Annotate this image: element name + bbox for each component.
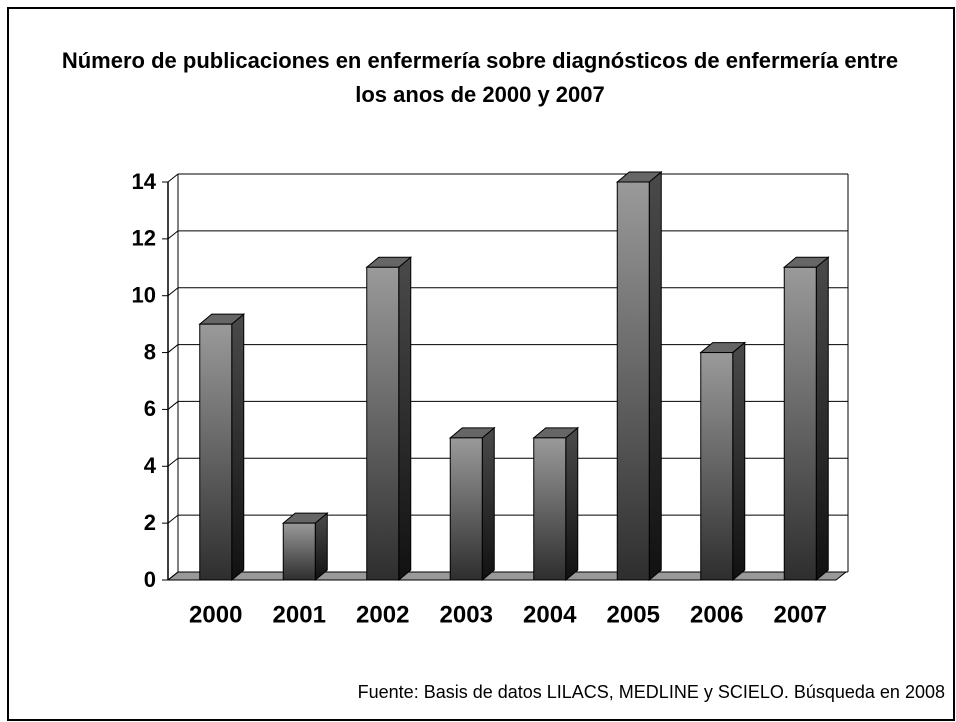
bar — [700, 352, 734, 581]
bar-side — [732, 341, 746, 582]
x-tick-label: 2002 — [356, 601, 409, 628]
grid-line — [167, 457, 179, 467]
bar — [199, 323, 233, 581]
x-tick-label: 2005 — [607, 601, 660, 628]
y-tick-label: 2 — [144, 510, 156, 535]
y-tick-label: 8 — [144, 339, 156, 364]
bar-side — [314, 512, 328, 582]
x-tick-label: 2000 — [189, 601, 242, 628]
bar — [533, 437, 567, 581]
bar-side — [231, 313, 245, 582]
bar — [449, 437, 483, 581]
x-tick-label: 2001 — [273, 601, 326, 628]
grid-line — [167, 230, 179, 240]
y-tick-label: 0 — [144, 567, 156, 592]
bar — [616, 181, 650, 581]
x-tick-label: 2003 — [440, 601, 493, 628]
grid-line — [167, 344, 179, 353]
x-tick-label: 2006 — [690, 601, 743, 628]
grid-line — [167, 173, 179, 183]
bar-side — [565, 426, 579, 582]
floor — [166, 571, 848, 581]
y-tick-label: 10 — [132, 283, 156, 308]
bar-side — [648, 170, 662, 582]
y-tick-label: 12 — [132, 226, 156, 251]
y-tick-label: 4 — [144, 453, 157, 478]
source-note: Fuente: Basis de datos LILACS, MEDLINE y… — [358, 682, 945, 702]
bar-side — [398, 256, 412, 582]
y-tick-label: 6 — [144, 396, 156, 421]
bar-side — [815, 256, 829, 582]
frame — [7, 7, 955, 721]
bar — [366, 266, 400, 581]
chart-title: Número de publicaciones en enfermería so… — [61, 48, 899, 107]
grid-line — [167, 401, 179, 410]
bar — [783, 266, 817, 581]
bar — [282, 522, 316, 581]
x-tick-label: 2007 — [774, 601, 827, 628]
x-tick-label: 2004 — [523, 601, 577, 628]
grid-line — [167, 514, 179, 524]
y-tick-label: 14 — [132, 169, 157, 194]
bar-side — [481, 426, 495, 582]
grid-line — [167, 571, 179, 581]
grid-line — [167, 287, 179, 297]
